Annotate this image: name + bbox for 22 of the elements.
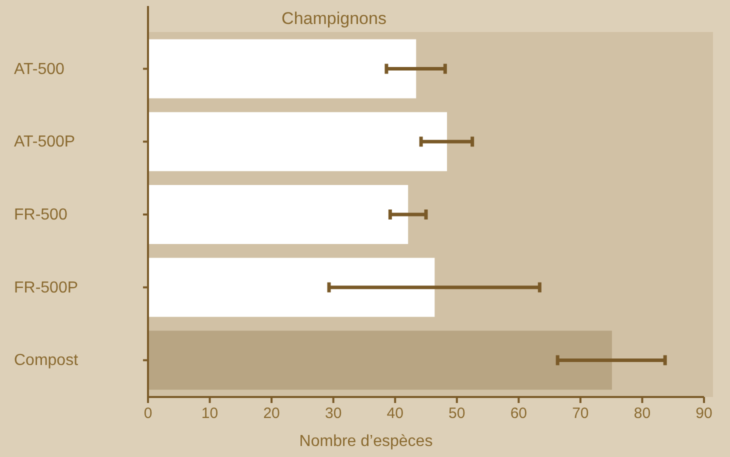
x-tick-label: 0 (144, 405, 152, 422)
y-tick-label: FR-500 (14, 206, 68, 224)
bar (148, 184, 408, 244)
x-tick-label: 80 (634, 405, 651, 422)
x-tick-label: 30 (324, 405, 342, 422)
x-tick-label: 40 (386, 405, 404, 422)
x-tick-label: 20 (263, 405, 280, 422)
bar (148, 112, 448, 172)
x-tick-label: 70 (572, 405, 589, 422)
x-tick-label: 60 (510, 405, 528, 422)
x-axis-title: Nombre d’espèces (299, 433, 433, 450)
bar (148, 258, 435, 317)
y-tick-label: FR-500P (14, 279, 78, 296)
chart-title: Champignons (282, 9, 386, 28)
y-tick-label: AT-500 (14, 60, 64, 78)
x-tick-label: 90 (696, 405, 712, 422)
bar (148, 39, 416, 98)
y-tick-label: Compost (14, 352, 79, 370)
y-tick-label: AT-500P (14, 134, 76, 151)
bar (148, 330, 612, 390)
x-tick-label: 10 (201, 405, 218, 422)
x-tick-label: 50 (448, 405, 466, 422)
